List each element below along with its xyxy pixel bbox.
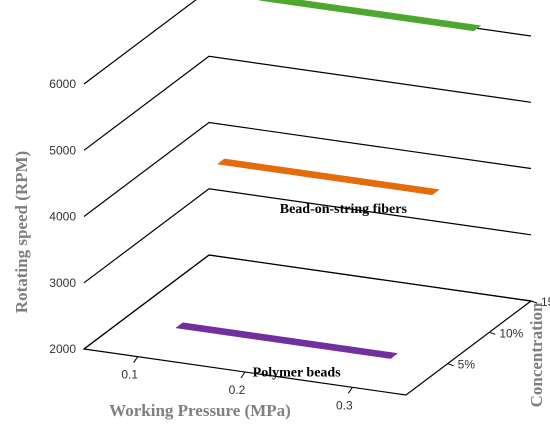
- ribbon-2: [258, 0, 482, 32]
- tick-labels: 2000 3000 4000 5000 6000 0.1 0.2 0.3 5% 10% 15%: [49, 77, 550, 412]
- y-axis-title: Rotating speed (RPM): [12, 151, 31, 313]
- z-axis-title: Concentration: [527, 302, 546, 407]
- series-label-1: Bead-on-string fibers: [280, 202, 408, 217]
- gridline-3000: [83, 188, 532, 284]
- x-tick-0.1: 0.1: [121, 368, 138, 382]
- z-tickmark-5%: [447, 363, 454, 367]
- y-tick-6000: 6000: [49, 77, 76, 91]
- x-tickmark-0.1: [133, 356, 139, 363]
- ribbon-1: [216, 158, 440, 196]
- gridline-4000: [83, 121, 532, 217]
- y-tick-2000: 2000: [49, 342, 76, 356]
- z-tick-5%: 5%: [458, 358, 476, 372]
- x-axis-title: Working Pressure (MPa): [109, 401, 291, 420]
- z-tick-10%: 10%: [499, 326, 523, 340]
- x-tick-0.2: 0.2: [229, 383, 246, 397]
- y-tick-5000: 5000: [49, 143, 76, 157]
- chart-floor: [82, 254, 538, 396]
- z-tickmark-10%: [489, 331, 496, 335]
- gridline-5000: [83, 55, 532, 151]
- z-tickmark-15%: [530, 300, 538, 304]
- x-tick-0.3: 0.3: [336, 398, 353, 412]
- x-tickmark-0.2: [240, 371, 246, 379]
- gridline-6000: [83, 0, 532, 85]
- series-label-0: Polymer beads: [253, 366, 342, 381]
- ribbon-0: [175, 322, 399, 359]
- z-tick-15%: 15%: [541, 295, 550, 309]
- y-tick-3000: 3000: [49, 276, 76, 290]
- y-tick-4000: 4000: [49, 210, 76, 224]
- x-tickmark-0.3: [347, 387, 353, 394]
